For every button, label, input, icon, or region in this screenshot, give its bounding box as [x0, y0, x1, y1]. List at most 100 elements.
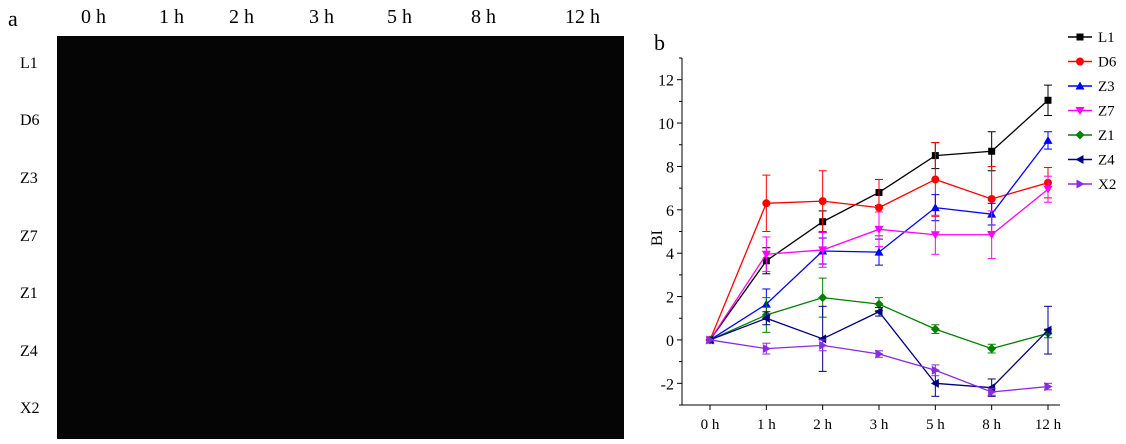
data-point — [931, 175, 940, 184]
fruit-section — [140, 384, 178, 437]
data-point — [930, 378, 939, 388]
sample-label: L1 — [20, 54, 38, 72]
fruit-section — [180, 96, 218, 149]
fruit-section — [221, 211, 259, 264]
data-point — [987, 383, 996, 393]
fruit-section — [140, 154, 178, 207]
fruit-section — [342, 269, 380, 322]
fruit-section — [140, 211, 178, 264]
fruit-section — [59, 211, 97, 264]
fruit-section — [585, 384, 623, 437]
fruit-section — [585, 39, 623, 92]
fruit-section — [302, 326, 340, 379]
fruit-section — [140, 269, 178, 322]
x-tick-label: 1 h — [757, 417, 776, 433]
fruit-section — [423, 39, 461, 92]
legend-label: X2 — [1098, 177, 1116, 193]
series-line-z4 — [709, 310, 1049, 389]
data-point — [1043, 185, 1053, 194]
fruit-section — [423, 269, 461, 322]
legend-marker — [1076, 33, 1084, 41]
fruit-section — [423, 154, 461, 207]
fruit-section — [180, 154, 218, 207]
x-tick-label: 8 h — [982, 417, 1001, 433]
fruit-image-grid — [57, 36, 624, 439]
time-header: 3 h — [309, 6, 334, 28]
data-point — [1043, 325, 1052, 335]
x-tick-label: 3 h — [870, 417, 889, 433]
fruit-section — [585, 326, 623, 379]
fruit-section — [59, 39, 97, 92]
fruit-section — [59, 154, 97, 207]
fruit-section — [59, 384, 97, 437]
fruit-section — [504, 154, 542, 207]
x-tick-label: 0 h — [701, 417, 720, 433]
legend-label: Z3 — [1098, 79, 1115, 95]
data-point — [988, 147, 996, 155]
fruit-section — [423, 96, 461, 149]
data-point — [987, 231, 997, 240]
fruit-section — [545, 154, 583, 207]
fruit-section — [99, 211, 137, 264]
data-point — [930, 231, 940, 240]
bi-line-chart: -2 0 2 4 6 8 10 12 0 h 1 h 2 h 3 h 5 h 8 h 12 h BI L1 D6 Z… — [649, 30, 1117, 433]
fruit-section — [302, 211, 340, 264]
sample-label: Z3 — [20, 169, 38, 187]
data-point — [988, 387, 997, 397]
data-point — [874, 225, 884, 234]
fruit-section — [180, 384, 218, 437]
data-point — [761, 250, 771, 259]
data-point — [987, 344, 997, 354]
time-header: 2 h — [229, 6, 254, 28]
data-point — [931, 365, 940, 375]
panel-b-letter: b — [654, 30, 665, 55]
legend-marker — [1076, 179, 1085, 189]
fruit-section — [99, 154, 137, 207]
fruit-section — [504, 326, 542, 379]
fruit-section — [59, 326, 97, 379]
sample-label: X2 — [20, 400, 40, 418]
fruit-section — [261, 39, 299, 92]
fruit-section — [504, 96, 542, 149]
panel-a: a 0 h 1 h 2 h 3 h 5 h 8 h 12 h L1 D6 Z3 Z7 Z1 Z4 X2 — [8, 6, 624, 439]
fruit-section — [423, 326, 461, 379]
x-tick-label: 12 h — [1035, 417, 1062, 433]
fruit-section — [383, 211, 421, 264]
y-tick-label: 12 — [658, 73, 674, 90]
fruit-section — [261, 384, 299, 437]
fruit-section — [585, 211, 623, 264]
fruit-section — [383, 96, 421, 149]
fruit-section — [585, 269, 623, 322]
legend-marker — [1075, 130, 1085, 140]
fruit-section — [261, 269, 299, 322]
legend-marker — [1076, 57, 1084, 66]
fruit-section — [59, 269, 97, 322]
fruit-section — [261, 326, 299, 379]
data-point — [818, 246, 828, 255]
x-tick-label: 2 h — [813, 417, 832, 433]
fruit-section — [464, 154, 502, 207]
fruit-section — [180, 211, 218, 264]
fruit-section — [383, 39, 421, 92]
legend-label: D6 — [1098, 55, 1117, 71]
data-point — [818, 197, 827, 206]
fruit-section — [342, 384, 380, 437]
fruit-section — [221, 269, 259, 322]
fruit-section — [464, 384, 502, 437]
fruit-section — [221, 39, 259, 92]
fruit-section — [99, 326, 137, 379]
fruit-section — [464, 326, 502, 379]
panel-b: b -2 0 2 4 6 8 10 12 0 h 1 h 2 h 3 h 5 h 8 h 12 h BI L1 D… — [640, 0, 1126, 439]
data-point — [874, 307, 883, 317]
fruit-section — [180, 39, 218, 92]
fruit-section — [342, 39, 380, 92]
fruit-section — [383, 154, 421, 207]
sample-label: Z7 — [20, 227, 38, 245]
fruit-section — [99, 384, 137, 437]
fruit-section — [545, 39, 583, 92]
sample-label: Z4 — [20, 342, 38, 360]
fruit-section — [180, 326, 218, 379]
y-tick-label: -2 — [661, 376, 674, 393]
fruit-section — [221, 326, 259, 379]
time-header: 5 h — [387, 6, 412, 28]
